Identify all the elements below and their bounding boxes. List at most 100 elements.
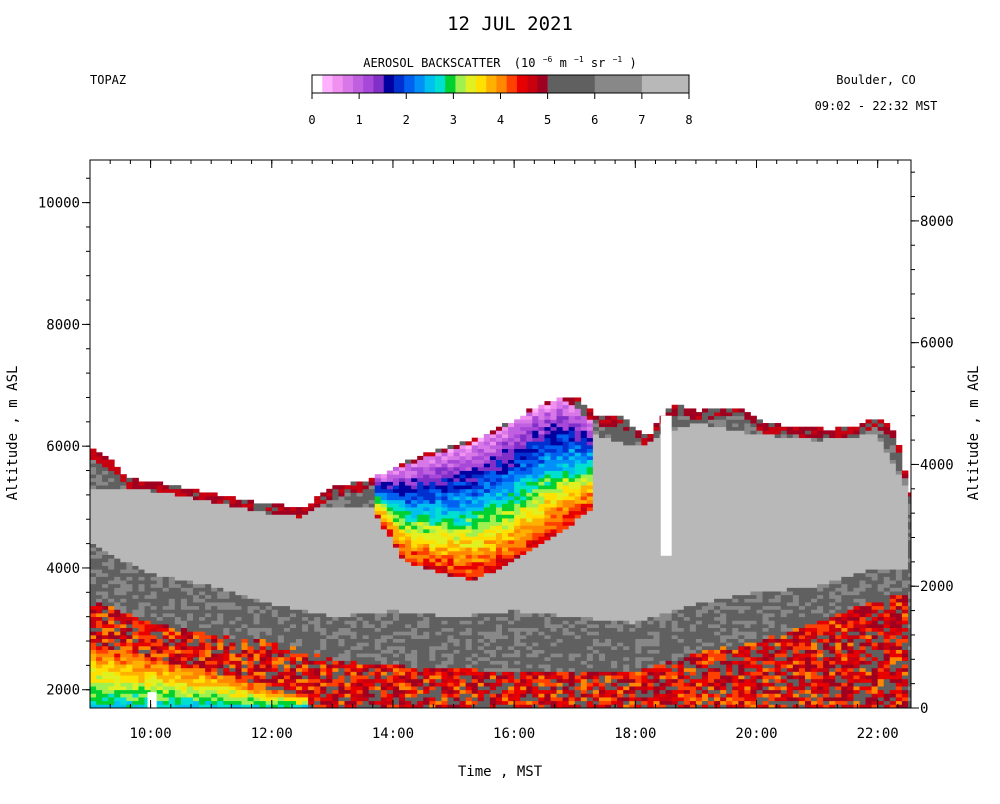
- heatmap-cell: [314, 671, 320, 675]
- heatmap-cell: [272, 525, 278, 529]
- heatmap-cell: [181, 657, 187, 661]
- heatmap-cell: [411, 489, 417, 493]
- heatmap-cell: [138, 533, 144, 537]
- heatmap-cell: [145, 606, 151, 610]
- heatmap-cell: [199, 540, 205, 544]
- heatmap-cell: [435, 646, 441, 650]
- heatmap-cell: [108, 518, 114, 522]
- heatmap-cell: [538, 646, 544, 650]
- heatmap-cell: [514, 460, 520, 464]
- heatmap-cell: [399, 555, 405, 559]
- heatmap-cell: [532, 500, 538, 504]
- heatmap-cell: [508, 423, 514, 427]
- heatmap-cell: [114, 587, 120, 591]
- heatmap-cell: [393, 540, 399, 544]
- heatmap-cell: [205, 609, 211, 613]
- heatmap-cell: [496, 624, 502, 628]
- heatmap-cell: [211, 569, 217, 573]
- heatmap-cell: [417, 463, 423, 467]
- heatmap-cell: [472, 481, 478, 485]
- heatmap-cell: [308, 646, 314, 650]
- heatmap-cell: [466, 690, 472, 694]
- heatmap-cell: [478, 533, 484, 537]
- heatmap-cell: [229, 591, 235, 595]
- heatmap-cell: [363, 613, 369, 617]
- heatmap-cell: [387, 492, 393, 496]
- heatmap-cell: [508, 598, 514, 602]
- heatmap-cell: [411, 693, 417, 697]
- heatmap-cell: [423, 657, 429, 661]
- heatmap-cell: [296, 525, 302, 529]
- heatmap-cell: [393, 481, 399, 485]
- heatmap-cell: [96, 551, 102, 555]
- heatmap-cell: [248, 693, 254, 697]
- heatmap-cell: [308, 569, 314, 573]
- heatmap-cell: [241, 500, 247, 504]
- heatmap-cell: [332, 529, 338, 533]
- heatmap-cell: [357, 602, 363, 606]
- heatmap-cell: [405, 566, 411, 570]
- colorbar-swatch: [312, 75, 323, 93]
- heatmap-cell: [472, 584, 478, 588]
- heatmap-cell: [417, 617, 423, 621]
- heatmap-cell: [169, 522, 175, 526]
- heatmap-cell: [120, 489, 126, 493]
- heatmap-cell: [266, 671, 272, 675]
- heatmap-cell: [429, 540, 435, 544]
- heatmap-cell: [278, 653, 284, 657]
- heatmap-cell: [332, 587, 338, 591]
- heatmap-cell: [387, 646, 393, 650]
- heatmap-cell: [199, 544, 205, 548]
- heatmap-cell: [211, 661, 217, 665]
- heatmap-cell: [205, 529, 211, 533]
- heatmap-cell: [532, 536, 538, 540]
- heatmap-cell: [260, 566, 266, 570]
- heatmap-cell: [369, 693, 375, 697]
- heatmap-cell: [108, 555, 114, 559]
- heatmap-cell: [223, 675, 229, 679]
- heatmap-cell: [157, 701, 163, 705]
- heatmap-cell: [102, 613, 108, 617]
- heatmap-cell: [187, 668, 193, 672]
- heatmap-cell: [423, 456, 429, 460]
- heatmap-cell: [351, 547, 357, 551]
- heatmap-cell: [138, 562, 144, 566]
- heatmap-cell: [108, 471, 114, 475]
- heatmap-cell: [514, 613, 520, 617]
- heatmap-cell: [532, 591, 538, 595]
- heatmap-cell: [520, 518, 526, 522]
- heatmap-cell: [108, 628, 114, 632]
- heatmap-cell: [344, 533, 350, 537]
- heatmap-cell: [478, 514, 484, 518]
- heatmap-cell: [199, 529, 205, 533]
- heatmap-cell: [514, 617, 520, 621]
- heatmap-cell: [241, 664, 247, 668]
- heatmap-cell: [332, 566, 338, 570]
- heatmap-cell: [538, 602, 544, 606]
- heatmap-cell: [199, 576, 205, 580]
- heatmap-cell: [254, 569, 260, 573]
- heatmap-cell: [454, 445, 460, 449]
- heatmap-cell: [199, 613, 205, 617]
- heatmap-cell: [314, 661, 320, 665]
- heatmap-cell: [272, 675, 278, 679]
- heatmap-cell: [308, 664, 314, 668]
- heatmap-cell: [508, 693, 514, 697]
- heatmap-cell: [278, 679, 284, 683]
- heatmap-cell: [96, 631, 102, 635]
- heatmap-cell: [175, 525, 181, 529]
- heatmap-cell: [454, 452, 460, 456]
- heatmap-cell: [145, 544, 151, 548]
- heatmap-cell: [472, 613, 478, 617]
- heatmap-cell: [90, 492, 96, 496]
- heatmap-cell: [344, 587, 350, 591]
- heatmap-cell: [411, 639, 417, 643]
- heatmap-cell: [363, 650, 369, 654]
- heatmap-cell: [205, 496, 211, 500]
- heatmap-cell: [308, 511, 314, 515]
- heatmap-cell: [193, 631, 199, 635]
- heatmap-cell: [490, 533, 496, 537]
- heatmap-cell: [151, 661, 157, 665]
- heatmap-cell: [241, 653, 247, 657]
- heatmap-cell: [441, 639, 447, 643]
